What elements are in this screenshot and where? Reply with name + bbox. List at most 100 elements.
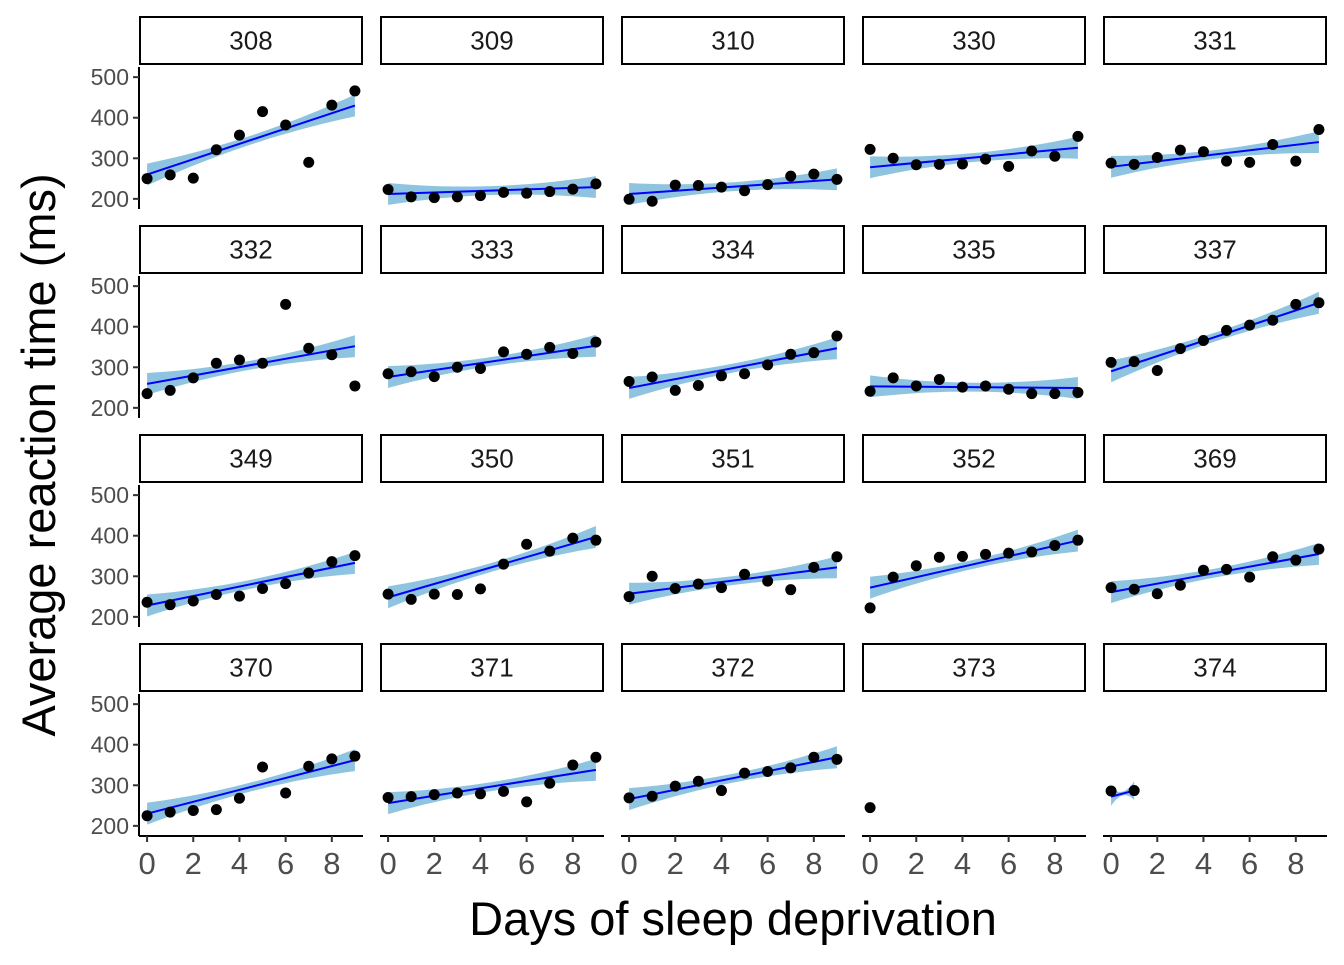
data-point	[141, 810, 153, 822]
data-point	[623, 792, 635, 804]
facet-panel-335: 335	[862, 225, 1086, 400]
data-point	[785, 762, 797, 774]
data-point	[692, 578, 704, 590]
data-point	[933, 158, 945, 170]
data-point	[141, 388, 153, 400]
facet-panel-309: 309	[380, 16, 604, 205]
x-tick-label: 0	[620, 846, 637, 881]
facet-strip-label: 330	[952, 26, 995, 56]
data-point	[349, 380, 361, 392]
data-point	[187, 172, 199, 184]
x-tick-label: 6	[1241, 846, 1258, 881]
data-point	[521, 187, 533, 199]
data-point	[164, 169, 176, 181]
data-point	[646, 790, 658, 802]
data-point	[692, 775, 704, 787]
fit-line	[387, 768, 597, 805]
data-point	[1290, 554, 1302, 566]
data-point	[887, 372, 899, 384]
data-point	[405, 593, 417, 605]
data-point	[1026, 145, 1038, 157]
facet-strip-label: 309	[470, 26, 513, 56]
y-tick-label: 300	[91, 145, 129, 171]
data-point	[1003, 160, 1015, 172]
data-point	[785, 584, 797, 596]
data-point	[1128, 356, 1140, 368]
data-point	[187, 372, 199, 384]
facet-strip	[621, 434, 845, 483]
data-point	[831, 173, 843, 185]
facet-strip	[862, 16, 1086, 65]
facet-strip	[139, 643, 363, 692]
data-point	[210, 804, 222, 816]
data-point	[646, 195, 658, 207]
x-tick-label: 2	[908, 846, 925, 881]
data-point	[887, 152, 899, 164]
facet-panel-350: 350	[380, 434, 604, 609]
x-tick-label: 2	[185, 846, 202, 881]
data-point	[1267, 314, 1279, 326]
data-point	[382, 184, 394, 196]
data-point	[715, 582, 727, 594]
data-point	[1049, 539, 1061, 551]
facet-panel-332: 332	[139, 225, 363, 400]
facet-strip-label: 337	[1193, 235, 1236, 265]
data-point	[164, 599, 176, 611]
facet-panel-308: 308	[139, 16, 363, 186]
data-point	[956, 381, 968, 393]
facet-strip-label: 308	[229, 26, 272, 56]
data-point	[1267, 551, 1279, 563]
facet-strip	[139, 225, 363, 274]
data-point	[428, 192, 440, 204]
data-point	[498, 785, 510, 797]
data-point	[739, 767, 751, 779]
data-point	[623, 591, 635, 603]
data-point	[762, 359, 774, 371]
facet-panel-330: 330	[862, 16, 1086, 179]
y-tick-label: 400	[91, 105, 129, 131]
data-point	[474, 363, 486, 375]
data-point	[187, 595, 199, 607]
data-point	[1072, 386, 1084, 398]
data-point	[715, 370, 727, 382]
y-tick-label: 200	[91, 186, 129, 212]
facet-strip-label: 351	[711, 444, 754, 474]
y-tick-label: 500	[91, 482, 129, 508]
data-point	[498, 346, 510, 358]
data-point	[808, 347, 820, 359]
data-point	[451, 361, 463, 373]
data-point	[1026, 388, 1038, 400]
data-point	[864, 143, 876, 155]
x-tick-label: 2	[1149, 846, 1166, 881]
data-point	[1105, 356, 1117, 368]
data-point	[1197, 335, 1209, 347]
facet-panel-351: 351	[621, 434, 845, 605]
data-point	[428, 371, 440, 383]
facet-strip	[139, 434, 363, 483]
data-point	[257, 106, 269, 118]
y-tick-label: 500	[91, 64, 129, 90]
data-point	[831, 551, 843, 563]
y-tick-label: 200	[91, 395, 129, 421]
data-point	[669, 780, 681, 792]
data-point	[141, 173, 153, 185]
x-tick-label: 0	[861, 846, 878, 881]
data-point	[1313, 543, 1325, 555]
data-point	[210, 357, 222, 369]
data-point	[762, 179, 774, 191]
data-point	[910, 560, 922, 572]
data-point	[1003, 547, 1015, 559]
y-tick-label: 200	[91, 813, 129, 839]
data-point	[303, 567, 315, 579]
fit-line	[1110, 141, 1320, 168]
data-point	[349, 85, 361, 97]
data-point	[831, 753, 843, 765]
facet-strip	[380, 16, 604, 65]
x-tick-label: 2	[667, 846, 684, 881]
x-tick-label: 4	[713, 846, 730, 881]
data-point	[451, 589, 463, 601]
facet-strip	[380, 225, 604, 274]
data-point	[521, 348, 533, 360]
data-point	[567, 532, 579, 544]
